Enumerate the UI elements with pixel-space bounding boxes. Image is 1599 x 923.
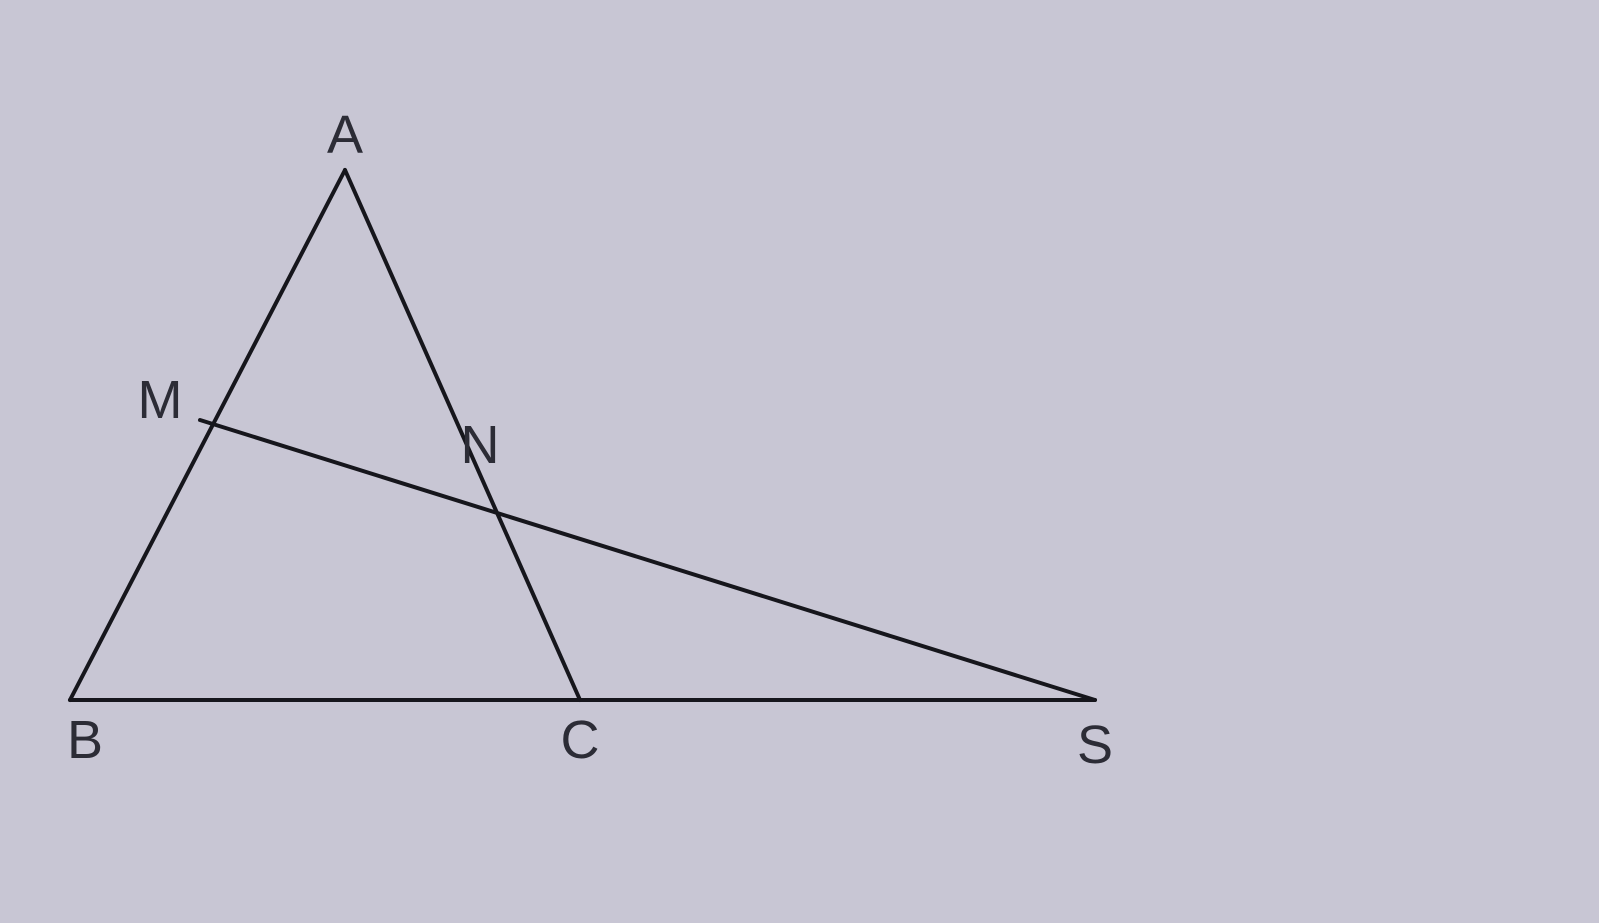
segment-ab xyxy=(70,170,345,700)
geometry-canvas xyxy=(0,0,1599,923)
segment-ms xyxy=(200,420,1095,700)
label-c: C xyxy=(561,709,600,771)
segments-group xyxy=(70,170,1095,700)
label-m: M xyxy=(138,369,183,431)
label-b: B xyxy=(67,709,103,771)
label-a: A xyxy=(327,104,363,166)
label-s: S xyxy=(1077,714,1113,776)
label-n: N xyxy=(461,414,500,476)
